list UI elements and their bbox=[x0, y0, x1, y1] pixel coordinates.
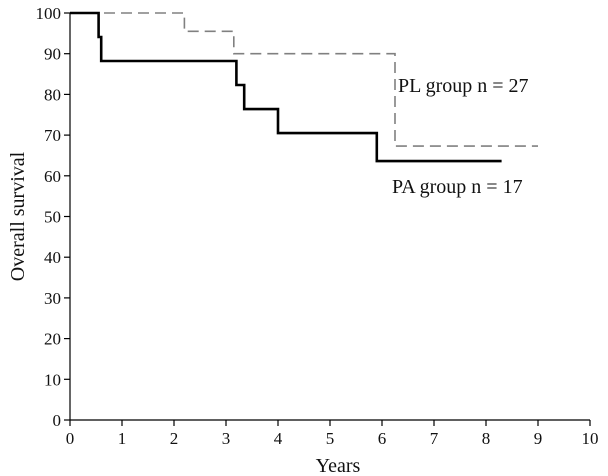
y-tick-label: 0 bbox=[53, 411, 62, 430]
x-axis-ticks: 0 1 2 3 4 5 6 7 8 9 10 bbox=[66, 420, 599, 448]
x-tick-label: 1 bbox=[118, 429, 127, 448]
y-tick-label: 20 bbox=[44, 330, 61, 349]
series-label: PL group n = 27 bbox=[398, 75, 529, 97]
series-line-pa-group bbox=[70, 11, 502, 163]
y-tick-label: 40 bbox=[44, 248, 61, 267]
y-tick-label: 30 bbox=[44, 289, 61, 308]
y-tick-label: 70 bbox=[44, 126, 61, 145]
series-labels: PL group n = 27 PA group n = 17 bbox=[392, 75, 529, 198]
y-tick-label: 50 bbox=[44, 208, 61, 227]
y-axis-ticks: 0 10 20 30 40 50 60 70 80 90 100 bbox=[36, 4, 70, 430]
y-tick-label: 60 bbox=[44, 167, 61, 186]
y-tick-label: 100 bbox=[36, 4, 62, 23]
y-tick-label: 90 bbox=[44, 45, 61, 64]
x-tick-label: 0 bbox=[66, 429, 75, 448]
y-axis-title: Overall survival bbox=[7, 151, 29, 281]
y-tick-label: 10 bbox=[44, 370, 61, 389]
x-tick-label: 6 bbox=[378, 429, 387, 448]
x-tick-label: 7 bbox=[430, 429, 439, 448]
x-tick-label: 5 bbox=[326, 429, 335, 448]
x-tick-label: 2 bbox=[170, 429, 179, 448]
series-label: PA group n = 17 bbox=[392, 176, 523, 198]
x-tick-label: 10 bbox=[582, 429, 599, 448]
x-tick-label: 8 bbox=[482, 429, 491, 448]
x-tick-label: 9 bbox=[534, 429, 543, 448]
y-tick-label: 80 bbox=[44, 85, 61, 104]
series-layer bbox=[70, 11, 538, 163]
series-line-pl-group bbox=[70, 12, 538, 147]
x-axis-title: Years bbox=[316, 455, 361, 476]
x-tick-label: 3 bbox=[222, 429, 231, 448]
x-tick-label: 4 bbox=[274, 429, 283, 448]
